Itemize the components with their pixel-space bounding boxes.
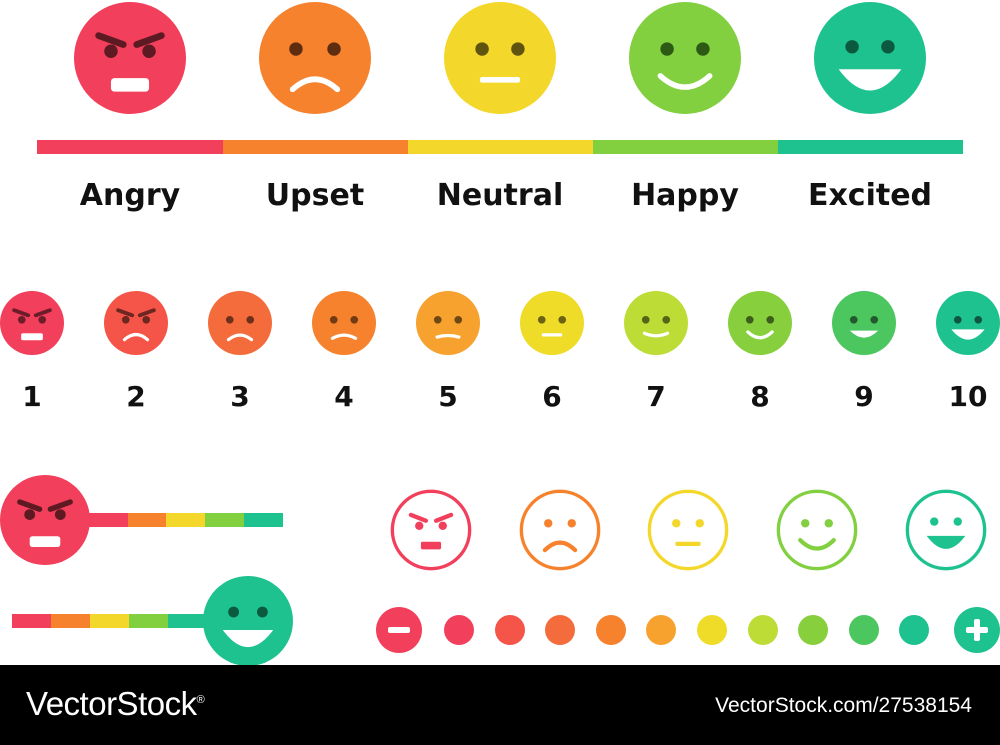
scale-face-4-icon[interactable] — [312, 291, 376, 355]
slider-min-angry-face-icon[interactable] — [0, 475, 90, 565]
stepper-dot-10[interactable] — [899, 615, 930, 645]
outline-neutral-face-icon[interactable] — [646, 488, 730, 572]
happy-face-icon — [629, 2, 741, 114]
minus-icon — [388, 627, 410, 633]
outline-upset-face-icon[interactable] — [518, 488, 602, 572]
scale-label-2: 2 — [126, 380, 146, 413]
scale-face-7-icon[interactable] — [624, 291, 688, 355]
scale-face-9-icon[interactable] — [832, 291, 896, 355]
bar-segment-upset — [223, 140, 408, 154]
slider-max-track-red — [12, 614, 51, 628]
slider-min-track-green — [205, 513, 244, 527]
slider-max-track-yellow — [90, 614, 129, 628]
outline-happy-face-icon[interactable] — [775, 488, 859, 572]
scale-label-10: 10 — [948, 380, 988, 413]
plus-button[interactable] — [954, 607, 1000, 653]
scale-face-1-icon[interactable] — [0, 291, 64, 355]
registered-mark: ® — [196, 694, 205, 706]
stepper-dot-2[interactable] — [494, 615, 525, 645]
slider-min-track-teal — [244, 513, 283, 527]
stepper-dot-1[interactable] — [444, 615, 474, 645]
stepper-dot-3[interactable] — [545, 615, 576, 645]
bar-segment-angry — [37, 140, 223, 154]
bar-segment-excited — [778, 140, 963, 154]
scale-face-8-icon[interactable] — [728, 291, 792, 355]
slider-max-track-orange — [51, 614, 90, 628]
image-id-text: VectorStock.com/27538154 — [715, 694, 972, 717]
scale-label-7: 7 — [646, 380, 666, 413]
plus-icon — [966, 619, 988, 641]
scale-face-10-icon[interactable] — [936, 291, 1000, 355]
scale-label-1: 1 — [22, 380, 42, 413]
scale-face-3-icon[interactable] — [208, 291, 272, 355]
stepper-dot-5[interactable] — [646, 615, 677, 645]
outline-excited-face-icon[interactable] — [904, 488, 988, 572]
scale-label-6: 6 — [542, 380, 562, 413]
slider-max-track-teal — [168, 614, 213, 628]
mood-label-angry: Angry — [79, 178, 181, 213]
slider-min-track-orange — [128, 513, 166, 527]
mood-label-happy: Happy — [631, 178, 739, 213]
stepper-dot-4[interactable] — [595, 615, 626, 645]
bar-segment-happy — [593, 140, 778, 154]
neutral-face-icon — [444, 2, 556, 114]
slider-max-excited-face-icon[interactable] — [203, 576, 293, 666]
excited-face-icon — [814, 2, 926, 114]
scale-label-5: 5 — [438, 380, 458, 413]
mood-label-upset: Upset — [265, 178, 365, 213]
slider-min-track-red — [80, 513, 128, 527]
scale-face-6-icon[interactable] — [520, 291, 584, 355]
upset-face-icon — [259, 2, 371, 114]
scale-label-9: 9 — [854, 380, 874, 413]
minus-button[interactable] — [376, 607, 422, 653]
scale-label-3: 3 — [230, 380, 250, 413]
scale-label-4: 4 — [334, 380, 354, 413]
bar-segment-neutral — [408, 140, 593, 154]
slider-max-track-green — [129, 614, 168, 628]
slider-min-track-yellow — [166, 513, 205, 527]
watermark-footer: VectorStock® VectorStock.com/27538154 — [0, 665, 1000, 745]
mood-label-neutral: Neutral — [436, 178, 564, 213]
scale-label-8: 8 — [750, 380, 770, 413]
vectorstock-logo-text: VectorStock — [26, 685, 197, 722]
mood-label-excited: Excited — [807, 178, 933, 213]
scale-face-2-icon[interactable] — [104, 291, 168, 355]
stepper-dot-9[interactable] — [848, 615, 879, 645]
angry-face-icon — [74, 2, 186, 114]
outline-angry-face-icon[interactable] — [389, 488, 473, 572]
scale-face-5-icon[interactable] — [416, 291, 480, 355]
stepper-dot-7[interactable] — [747, 615, 778, 645]
stepper-dot-8[interactable] — [798, 615, 829, 645]
stepper-dot-6[interactable] — [697, 615, 727, 645]
vectorstock-logo: VectorStock® — [26, 685, 205, 723]
